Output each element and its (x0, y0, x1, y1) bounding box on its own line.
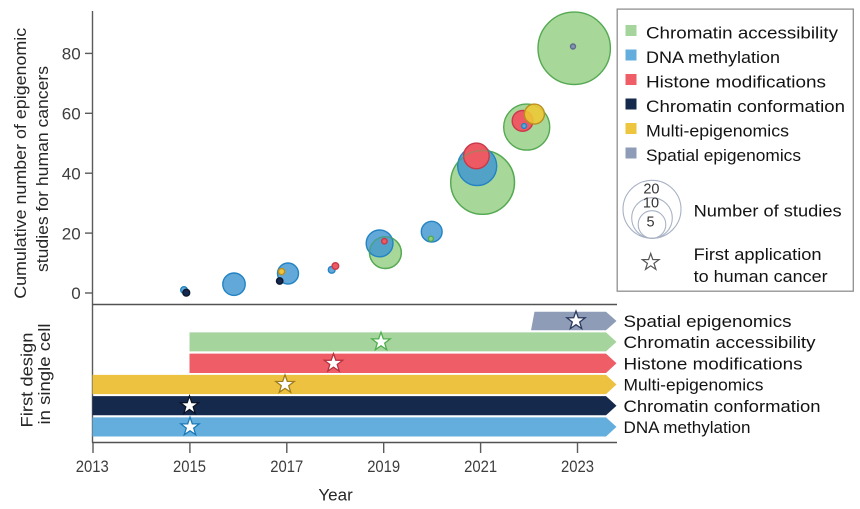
svg-text:DNA methylation: DNA methylation (646, 48, 780, 67)
svg-text:Spatial epigenomics: Spatial epigenomics (624, 312, 792, 331)
svg-text:40: 40 (62, 164, 81, 183)
svg-text:Histone modifications: Histone modifications (646, 73, 826, 92)
svg-text:in single cell: in single cell (35, 324, 54, 425)
svg-text:Chromatin conformation: Chromatin conformation (646, 97, 845, 116)
svg-text:Number of studies: Number of studies (694, 202, 842, 221)
svg-text:to human cancer: to human cancer (694, 267, 828, 286)
svg-text:studies for human cancers: studies for human cancers (33, 66, 52, 272)
svg-text:Chromatin conformation: Chromatin conformation (624, 397, 821, 416)
svg-text:Cumulative number of epigenomi: Cumulative number of epigenomic (11, 27, 30, 299)
svg-text:20: 20 (643, 181, 659, 197)
svg-text:Year: Year (318, 486, 353, 505)
svg-text:2021: 2021 (464, 457, 497, 476)
svg-text:2015: 2015 (173, 457, 206, 476)
svg-text:5: 5 (647, 215, 655, 231)
svg-text:Spatial epigenomics: Spatial epigenomics (646, 146, 801, 165)
svg-text:Histone modifications: Histone modifications (624, 355, 803, 374)
svg-text:0: 0 (71, 284, 80, 303)
svg-text:2013: 2013 (76, 457, 109, 476)
svg-text:20: 20 (62, 224, 81, 243)
svg-text:10: 10 (643, 196, 659, 212)
svg-text:DNA methylation: DNA methylation (624, 418, 751, 437)
svg-text:2017: 2017 (270, 457, 303, 476)
svg-text:80: 80 (62, 45, 81, 64)
svg-text:First design: First design (17, 333, 36, 428)
svg-text:60: 60 (62, 105, 81, 124)
svg-text:First application: First application (694, 245, 822, 264)
svg-text:Chromatin accessibility: Chromatin accessibility (646, 24, 839, 43)
svg-text:Multi-epigenomics: Multi-epigenomics (624, 376, 764, 395)
svg-text:Chromatin accessibility: Chromatin accessibility (624, 333, 817, 352)
svg-text:2023: 2023 (561, 457, 594, 476)
svg-text:Multi-epigenomics: Multi-epigenomics (646, 122, 789, 141)
svg-text:2019: 2019 (367, 457, 400, 476)
